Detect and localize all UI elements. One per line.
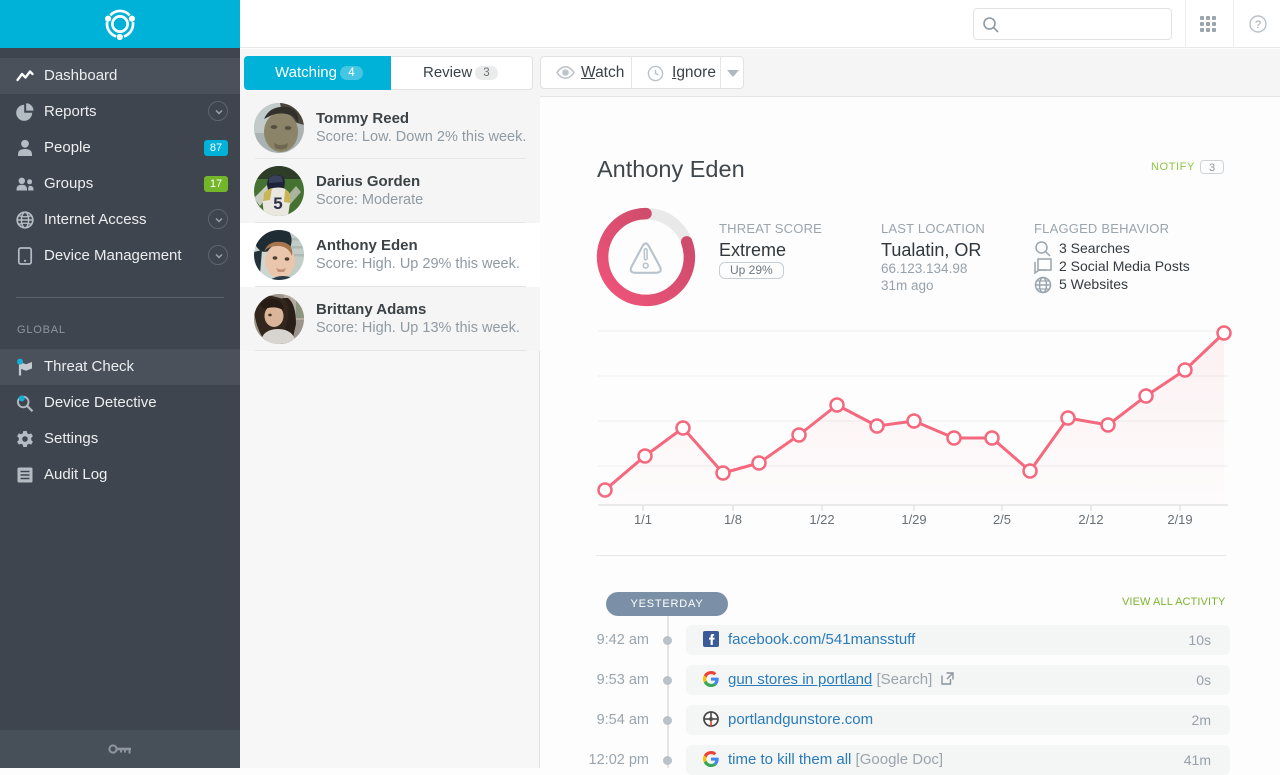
svg-text:1/8: 1/8 — [724, 512, 742, 527]
svg-text:5: 5 — [273, 194, 282, 213]
svg-text:1/22: 1/22 — [809, 512, 834, 527]
svg-text:1/1: 1/1 — [634, 512, 652, 527]
svg-text:2/5: 2/5 — [993, 512, 1011, 527]
svg-text:2/19: 2/19 — [1167, 512, 1192, 527]
svg-text:1/29: 1/29 — [901, 512, 926, 527]
svg-text:2/12: 2/12 — [1078, 512, 1103, 527]
svg-text:?: ? — [1255, 19, 1261, 31]
